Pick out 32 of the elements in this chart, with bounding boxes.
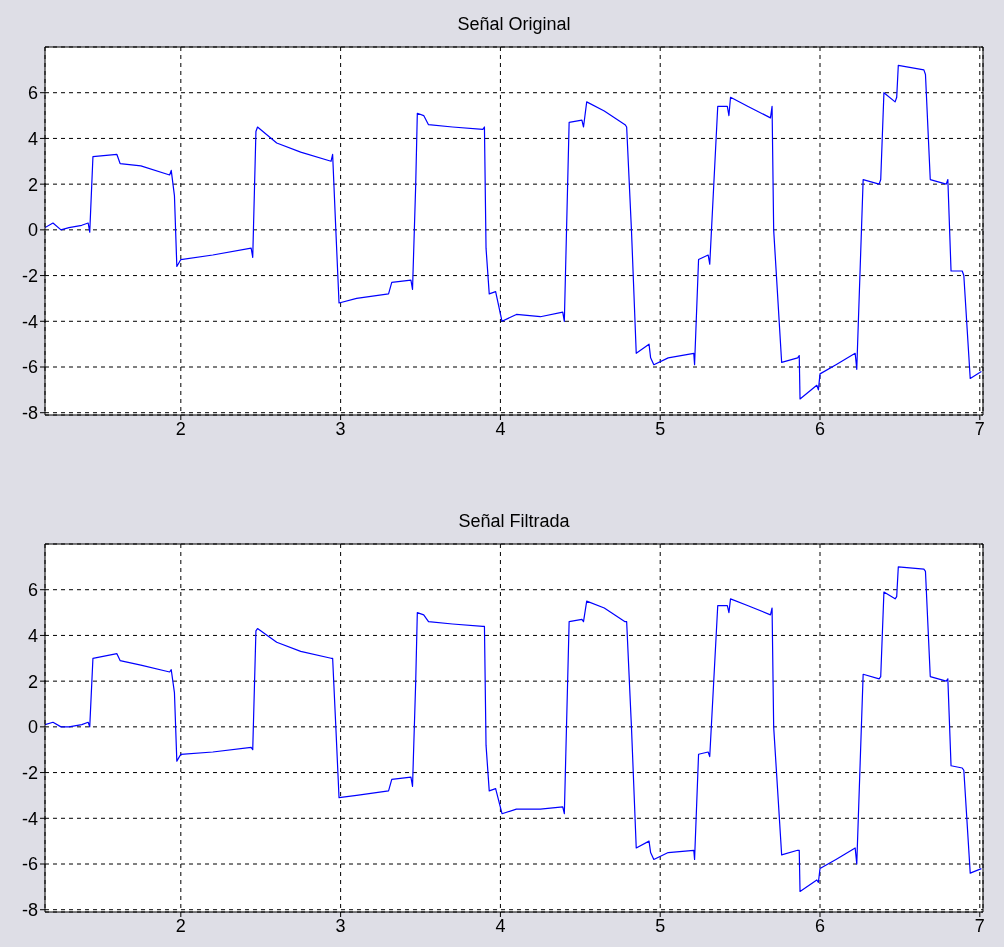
- y-tick-label: -4: [21, 808, 38, 829]
- y-tick-label: 6: [27, 83, 38, 104]
- x-tick-label: 2: [175, 915, 186, 936]
- x-tick-label: 3: [335, 915, 346, 936]
- x-tick-label: 5: [655, 418, 666, 439]
- y-tick-label: 0: [27, 220, 38, 241]
- line-series: [45, 64, 982, 400]
- x-tick-label: 7: [974, 418, 985, 439]
- x-tick-label: 5: [655, 915, 666, 936]
- y-tick-label: 0: [27, 717, 38, 738]
- x-tick-label: 7: [974, 915, 985, 936]
- y-tick-label: -2: [21, 762, 38, 783]
- y-tick-label: -6: [21, 357, 38, 378]
- x-tick-label: 3: [335, 418, 346, 439]
- chart-title: Señal Filtrada: [457, 511, 571, 532]
- y-tick-label: -8: [21, 900, 38, 921]
- line-series: [45, 566, 982, 893]
- y-tick-label: 4: [27, 128, 38, 149]
- chart-title: Señal Original: [456, 14, 572, 35]
- y-tick-label: -2: [21, 265, 38, 286]
- x-tick-label: 4: [495, 418, 506, 439]
- y-tick-label: 6: [27, 580, 38, 601]
- y-tick-label: 4: [27, 625, 38, 646]
- x-tick-label: 6: [815, 915, 826, 936]
- y-tick-label: -4: [21, 311, 38, 332]
- y-tick-label: 2: [27, 174, 38, 195]
- x-tick-label: 6: [815, 418, 826, 439]
- y-tick-label: 2: [27, 671, 38, 692]
- x-tick-label: 2: [175, 418, 186, 439]
- y-tick-label: -8: [21, 403, 38, 424]
- y-tick-label: -6: [21, 854, 38, 875]
- x-tick-label: 4: [495, 915, 506, 936]
